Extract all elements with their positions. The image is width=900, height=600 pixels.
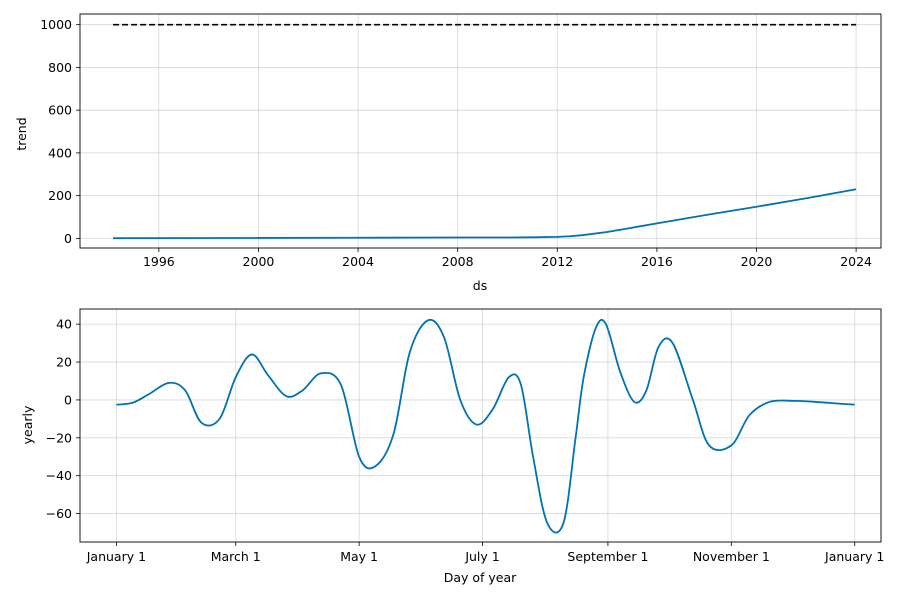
yearly-y-tick-label: −60 — [46, 506, 72, 521]
trend-x-tick-label: 2012 — [541, 254, 573, 269]
yearly-x-axis-label: Day of year — [444, 570, 517, 585]
trend-y-tick-label: 1000 — [40, 17, 72, 32]
yearly-x-tick-label: November 1 — [693, 549, 770, 564]
yearly-x-tick-label: May 1 — [340, 549, 378, 564]
yearly-panel: January 1 March 1 May 1 July 1 September 1 No… — [20, 308, 884, 585]
trend-x-tick-label: 2020 — [741, 254, 773, 269]
yearly-x-tick-label: July 1 — [464, 549, 499, 564]
trend-y-tick-label: 200 — [48, 188, 72, 203]
yearly-lines — [116, 318, 855, 534]
yearly-y-axis-label: yearly — [20, 405, 35, 444]
trend-lines — [113, 23, 857, 240]
yearly-plot-frame — [79, 308, 882, 543]
yearly-x-ticks: January 1 March 1 May 1 July 1 September 1 No… — [86, 542, 884, 564]
yearly-x-tick-label: January 1 — [86, 549, 146, 564]
yearly-y-tick-label: −20 — [46, 430, 72, 445]
yearly-y-tick-label: 40 — [56, 317, 72, 332]
trend-x-tick-label: 1996 — [143, 254, 175, 269]
trend-y-tick-label: 600 — [48, 103, 72, 118]
trend-x-tick-label: 2004 — [342, 254, 374, 269]
trend-x-tick-label: 2000 — [243, 254, 275, 269]
trend-plot-frame — [79, 13, 882, 249]
yearly-x-tick-label: January 1 — [824, 549, 884, 564]
yearly-y-tick-label: 0 — [64, 392, 72, 407]
trend-x-ticks: 1996 2000 2004 2008 2012 2016 2020 2024 — [143, 248, 872, 269]
yearly-y-tick-label: −40 — [46, 468, 72, 483]
yearly-x-tick-label: March 1 — [211, 549, 261, 564]
yearly-x-tick-label: September 1 — [567, 549, 648, 564]
trend-x-axis-label: ds — [473, 278, 487, 293]
trend-x-tick-label: 2024 — [840, 254, 872, 269]
trend-y-tick-label: 0 — [64, 231, 72, 246]
trend-y-tick-label: 400 — [48, 145, 72, 160]
trend-x-tick-label: 2016 — [641, 254, 673, 269]
trend-y-tick-label: 800 — [48, 60, 72, 75]
trend-y-axis-label: trend — [14, 117, 29, 150]
yearly-y-ticks: −60 −40 −20 0 20 40 — [46, 317, 80, 521]
trend-line — [113, 188, 857, 240]
trend-grid — [80, 14, 881, 248]
yearly-grid — [80, 309, 881, 542]
trend-x-tick-label: 2008 — [442, 254, 474, 269]
trend-y-ticks: 0 200 400 600 800 1000 — [40, 17, 80, 246]
yearly-line — [116, 318, 855, 534]
trend-panel: 1996 2000 2004 2008 2012 2016 2020 2024 0 200 400… — [14, 13, 882, 293]
yearly-y-tick-label: 20 — [56, 355, 72, 370]
